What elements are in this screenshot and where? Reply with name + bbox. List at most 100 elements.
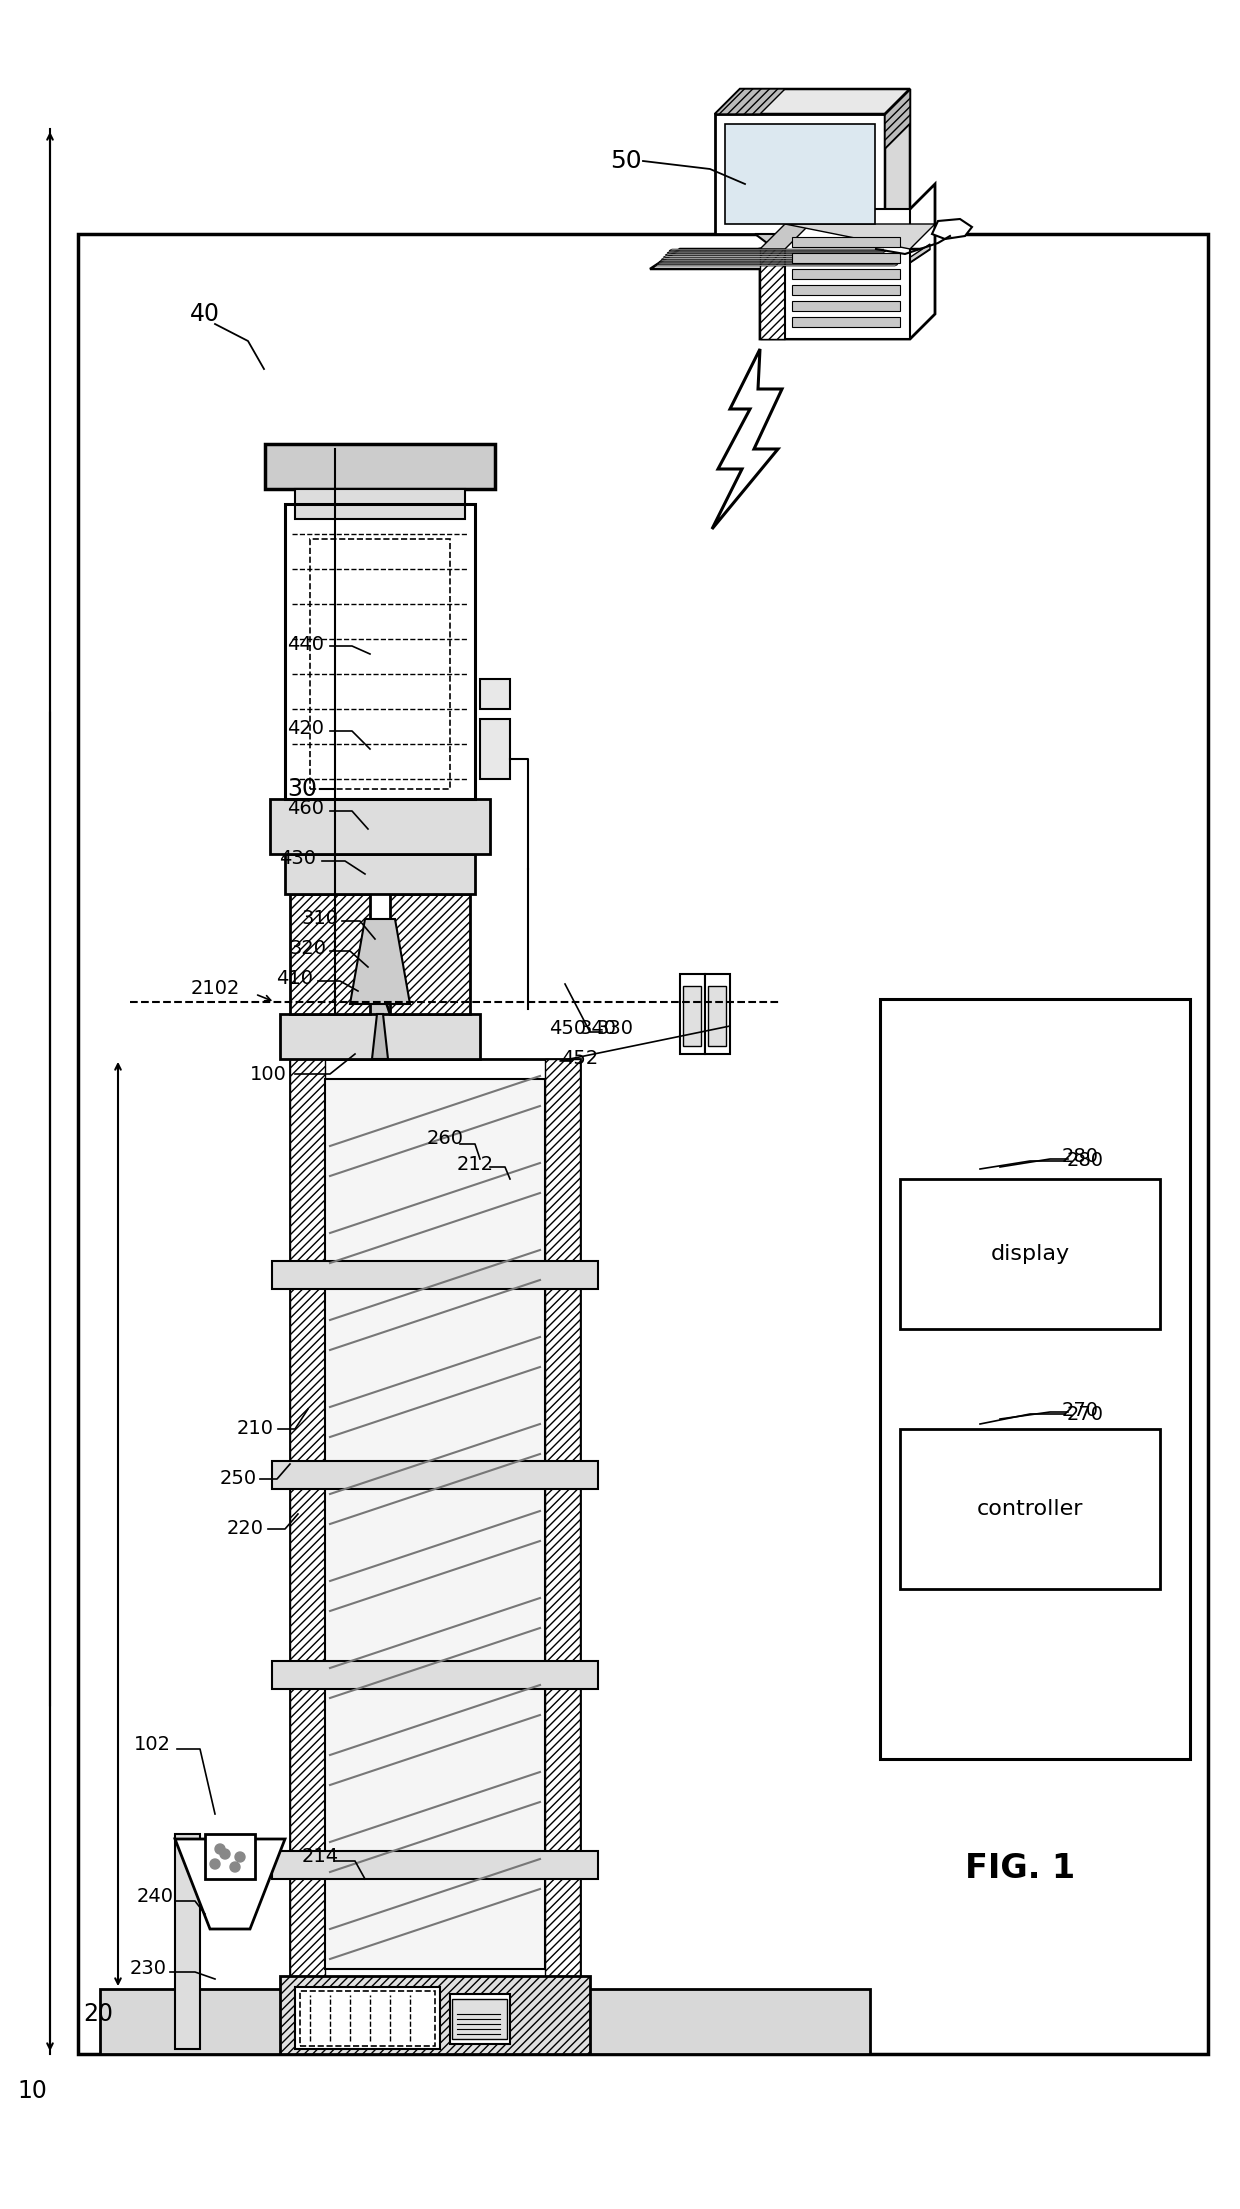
Text: FIG. 1: FIG. 1 xyxy=(965,1853,1075,1886)
Bar xyxy=(325,1078,546,1968)
Text: 102: 102 xyxy=(134,1734,171,1754)
Bar xyxy=(205,1833,255,1880)
Text: 440: 440 xyxy=(288,634,325,654)
Text: 260: 260 xyxy=(427,1129,464,1149)
Circle shape xyxy=(210,1860,219,1869)
Bar xyxy=(480,718,510,780)
Polygon shape xyxy=(755,234,820,250)
Polygon shape xyxy=(325,943,405,1058)
Bar xyxy=(285,855,475,895)
Polygon shape xyxy=(785,223,935,250)
Bar xyxy=(792,285,900,296)
Bar xyxy=(683,985,701,1047)
Text: 210: 210 xyxy=(237,1420,274,1438)
Bar xyxy=(785,210,910,338)
Text: 10: 10 xyxy=(17,2079,47,2103)
Text: 220: 220 xyxy=(227,1520,263,1537)
Text: 40: 40 xyxy=(190,303,219,327)
Text: 270: 270 xyxy=(1061,1401,1099,1420)
Bar xyxy=(270,800,490,855)
Bar xyxy=(880,998,1190,1758)
Bar xyxy=(680,974,706,1054)
Bar xyxy=(280,1014,480,1058)
Bar xyxy=(298,563,312,855)
Bar xyxy=(295,1988,440,2050)
Bar xyxy=(453,1999,507,2039)
Bar xyxy=(900,1429,1159,1588)
Polygon shape xyxy=(175,1840,285,1928)
Bar xyxy=(272,1851,598,1880)
Bar xyxy=(175,1833,200,2050)
Bar xyxy=(290,895,370,1014)
Text: 250: 250 xyxy=(219,1469,257,1489)
Bar xyxy=(285,504,475,800)
Text: 2102: 2102 xyxy=(190,979,239,998)
Text: 230: 230 xyxy=(129,1959,166,1979)
Bar xyxy=(725,124,875,223)
Bar xyxy=(708,985,725,1047)
Bar xyxy=(272,1261,598,1290)
Bar xyxy=(310,539,450,789)
Text: 310: 310 xyxy=(301,910,339,928)
Text: controller: controller xyxy=(977,1500,1084,1520)
Polygon shape xyxy=(372,1014,388,1058)
Text: 320: 320 xyxy=(289,939,326,959)
Text: 240: 240 xyxy=(136,1886,174,1906)
Bar xyxy=(450,1995,510,2043)
Text: 330: 330 xyxy=(596,1021,634,1038)
Text: 410: 410 xyxy=(277,970,314,987)
Bar xyxy=(792,300,900,311)
Bar xyxy=(290,1058,580,1988)
Text: display: display xyxy=(991,1244,1070,1264)
Bar xyxy=(900,1180,1159,1330)
Circle shape xyxy=(229,1862,241,1871)
Polygon shape xyxy=(350,919,410,1005)
Text: 280: 280 xyxy=(1066,1151,1104,1171)
Bar xyxy=(546,1058,580,1988)
Text: 460: 460 xyxy=(288,800,325,820)
Bar xyxy=(300,1990,435,2046)
Polygon shape xyxy=(760,250,785,338)
Circle shape xyxy=(236,1851,246,1862)
Bar xyxy=(397,563,413,855)
Polygon shape xyxy=(885,88,910,148)
Text: 100: 100 xyxy=(249,1065,286,1082)
Bar xyxy=(100,1988,870,2054)
Bar xyxy=(285,504,475,800)
Text: 214: 214 xyxy=(301,1847,339,1867)
Text: 20: 20 xyxy=(83,2001,113,2026)
Bar xyxy=(792,236,900,247)
Text: 50: 50 xyxy=(610,148,642,172)
Text: 430: 430 xyxy=(279,850,316,868)
Text: 212: 212 xyxy=(456,1155,494,1173)
Bar xyxy=(265,444,495,488)
Circle shape xyxy=(219,1849,229,1860)
Polygon shape xyxy=(715,88,910,115)
Bar xyxy=(272,1661,598,1690)
Text: 420: 420 xyxy=(288,720,325,738)
Polygon shape xyxy=(900,243,930,269)
Bar xyxy=(78,234,1208,2054)
Bar xyxy=(446,563,463,855)
Bar xyxy=(480,678,510,709)
Polygon shape xyxy=(650,250,930,269)
Bar xyxy=(280,1977,590,2054)
Circle shape xyxy=(215,1845,224,1853)
Text: 340: 340 xyxy=(579,1021,616,1038)
Bar xyxy=(347,563,363,855)
Bar xyxy=(391,895,470,1014)
Polygon shape xyxy=(760,183,935,338)
Text: 270: 270 xyxy=(1066,1405,1104,1423)
Text: 450: 450 xyxy=(549,1021,587,1038)
Bar xyxy=(295,488,465,519)
Polygon shape xyxy=(760,223,810,250)
Polygon shape xyxy=(885,88,910,234)
Bar xyxy=(792,318,900,327)
Text: 280: 280 xyxy=(1061,1146,1099,1166)
Bar xyxy=(715,115,885,234)
Bar xyxy=(792,254,900,263)
Text: 452: 452 xyxy=(562,1049,599,1069)
Polygon shape xyxy=(715,88,785,115)
Text: 30: 30 xyxy=(286,778,317,802)
Bar xyxy=(792,269,900,278)
